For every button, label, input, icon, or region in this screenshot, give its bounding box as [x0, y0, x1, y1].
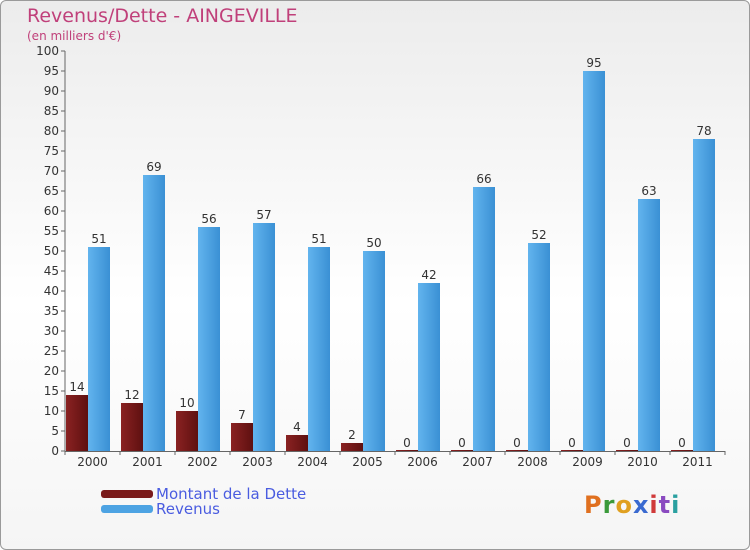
x-tick-label: 2001: [132, 455, 163, 469]
data-label: 0: [568, 436, 576, 450]
logo-letter: t: [658, 491, 672, 519]
y-tick-label: 60: [44, 204, 59, 218]
legend-swatch-dette: [101, 490, 153, 498]
bar-revenus: [528, 243, 550, 451]
x-tick-label: 2002: [187, 455, 218, 469]
data-label: 51: [91, 232, 106, 246]
y-tick-label: 15: [44, 384, 59, 398]
data-label: 0: [513, 436, 521, 450]
y-tick-label: 30: [44, 324, 59, 338]
x-tick-label: 2010: [627, 455, 658, 469]
legend-label-revenus: Revenus: [156, 500, 220, 518]
bar-revenus: [638, 199, 660, 451]
logo-letter: i: [649, 491, 659, 519]
y-tick-label: 55: [44, 224, 59, 238]
data-label: 69: [146, 160, 161, 174]
bar-dette: [451, 450, 473, 451]
data-label: 51: [311, 232, 326, 246]
x-tick-label: 2011: [682, 455, 713, 469]
x-tick-label: 2006: [407, 455, 438, 469]
y-tick-label: 70: [44, 164, 59, 178]
bar-revenus: [473, 187, 495, 451]
bar-revenus: [418, 283, 440, 451]
proxiti-logo: Proxiti: [584, 491, 680, 519]
data-label: 95: [586, 56, 601, 70]
y-tick-label: 50: [44, 244, 59, 258]
logo-letter: x: [632, 491, 650, 519]
data-label: 56: [201, 212, 216, 226]
y-tick-label: 10: [44, 404, 59, 418]
legend-swatch-revenus: [101, 505, 153, 513]
data-label: 0: [458, 436, 466, 450]
logo-letter: r: [602, 491, 616, 519]
chart-subtitle: (en milliers d'€): [27, 29, 122, 43]
x-tick-label: 2004: [297, 455, 328, 469]
data-label: 0: [623, 436, 631, 450]
y-tick-label: 45: [44, 264, 59, 278]
bar-revenus: [308, 247, 330, 451]
bar-revenus: [198, 227, 220, 451]
bar-dette: [561, 450, 583, 451]
y-tick-label: 0: [51, 444, 59, 458]
logo-letter: o: [615, 491, 633, 519]
bar-dette: [616, 450, 638, 451]
bar-dette: [231, 423, 253, 451]
y-tick-label: 40: [44, 284, 59, 298]
bar-revenus: [693, 139, 715, 451]
x-tick-label: 2007: [462, 455, 493, 469]
data-label: 2: [348, 428, 356, 442]
data-label: 12: [124, 388, 139, 402]
y-tick-label: 90: [44, 84, 59, 98]
data-label: 63: [641, 184, 656, 198]
bar-dette: [121, 403, 143, 451]
x-tick-label: 2003: [242, 455, 273, 469]
x-tick-label: 2000: [77, 455, 108, 469]
y-tick-label: 20: [44, 364, 59, 378]
data-label: 10: [179, 396, 194, 410]
y-tick-label: 5: [51, 424, 59, 438]
bar-dette: [671, 450, 693, 451]
x-tick-label: 2005: [352, 455, 383, 469]
bar-dette: [506, 450, 528, 451]
bar-dette: [66, 395, 88, 451]
y-tick-label: 85: [44, 104, 59, 118]
data-label: 78: [696, 124, 711, 138]
data-label: 50: [366, 236, 381, 250]
data-label: 0: [403, 436, 411, 450]
data-label: 66: [476, 172, 491, 186]
y-tick-label: 25: [44, 344, 59, 358]
y-tick-label: 35: [44, 304, 59, 318]
bar-dette: [286, 435, 308, 451]
bar-revenus: [363, 251, 385, 451]
bar-dette: [176, 411, 198, 451]
y-tick-label: 65: [44, 184, 59, 198]
data-label: 42: [421, 268, 436, 282]
x-tick-label: 2008: [517, 455, 548, 469]
bar-revenus: [143, 175, 165, 451]
bar-revenus: [583, 71, 605, 451]
data-label: 7: [238, 408, 246, 422]
data-label: 57: [256, 208, 271, 222]
data-label: 4: [293, 420, 301, 434]
data-label: 14: [69, 380, 84, 394]
y-tick-label: 100: [36, 44, 59, 58]
chart-title: Revenus/Dette - AINGEVILLE: [27, 5, 298, 27]
legend-label-dette: Montant de la Dette: [156, 485, 307, 503]
logo-letter: P: [584, 491, 603, 519]
logo-letter: i: [671, 491, 681, 519]
bar-revenus: [253, 223, 275, 451]
y-tick-label: 80: [44, 124, 59, 138]
data-label: 0: [678, 436, 686, 450]
bar-dette: [396, 450, 418, 451]
data-label: 52: [531, 228, 546, 242]
y-tick-label: 95: [44, 64, 59, 78]
y-tick-label: 75: [44, 144, 59, 158]
bar-dette: [341, 443, 363, 451]
x-tick-label: 2009: [572, 455, 603, 469]
bar-revenus: [88, 247, 110, 451]
